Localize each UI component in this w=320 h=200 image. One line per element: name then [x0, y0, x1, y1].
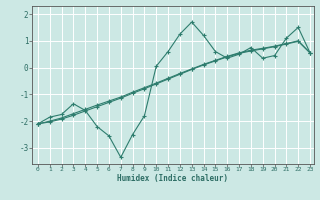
- X-axis label: Humidex (Indice chaleur): Humidex (Indice chaleur): [117, 174, 228, 183]
